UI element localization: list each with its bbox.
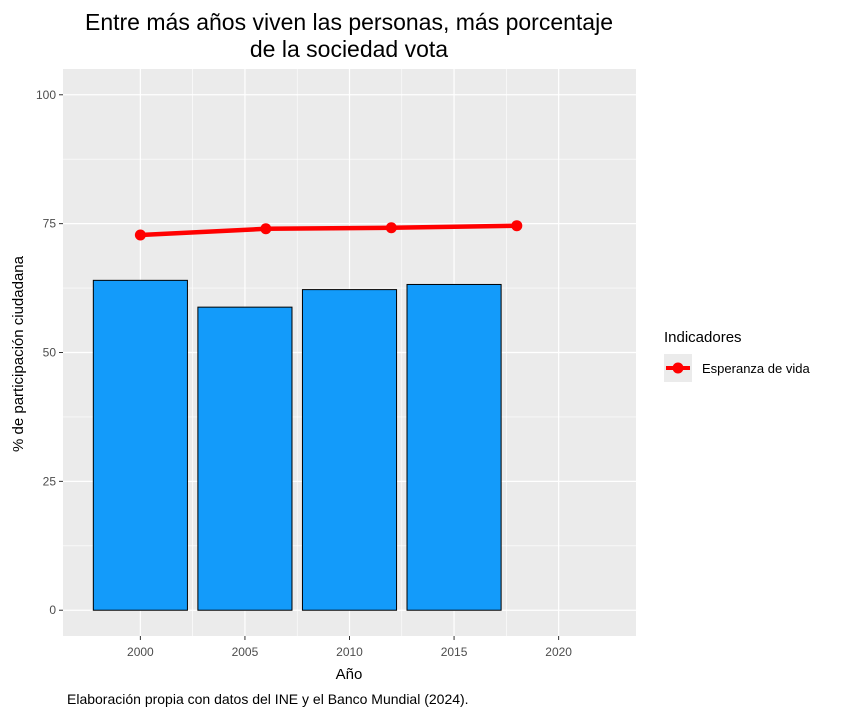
bar-2000	[92, 279, 188, 611]
y-axis-title: % de participación ciudadana	[10, 255, 27, 452]
y-tick-label: 0	[49, 603, 56, 617]
series-point-2006	[260, 223, 272, 235]
x-tick-label: 2010	[336, 645, 363, 659]
bar-2005	[197, 306, 293, 611]
series-point-2012	[385, 222, 397, 234]
series-line	[138, 223, 520, 238]
bar-2010	[301, 289, 398, 611]
y-tick-label: 25	[43, 474, 57, 488]
x-axis-title: Año	[336, 666, 363, 683]
legend: Indicadores Esperanza de vida	[664, 329, 810, 382]
chart-title-line-2: de la sociedad vota	[250, 36, 448, 62]
y-tick-label: 100	[36, 88, 56, 102]
x-tick-label: 2020	[545, 645, 572, 659]
x-tick-label: 2000	[127, 645, 154, 659]
bars	[92, 279, 502, 611]
legend-title: Indicadores	[664, 329, 742, 346]
legend-label-esperanza-de-vida: Esperanza de vida	[702, 361, 810, 376]
x-tick-label: 2015	[441, 645, 468, 659]
bar-2015	[406, 283, 502, 611]
legend-key-point	[672, 362, 684, 374]
line-series	[134, 220, 523, 241]
y-tick-label: 75	[43, 217, 57, 231]
y-axis-ticks: 0 25 50 75 100	[36, 88, 63, 617]
y-tick-label: 50	[43, 346, 57, 360]
chart-title-line-1: Entre más años viven las personas, más p…	[85, 9, 613, 35]
series-point-2000	[134, 229, 146, 241]
x-axis-ticks: 2000 2005 2010 2015 2020	[127, 636, 572, 659]
x-tick-label: 2005	[232, 645, 259, 659]
chart-caption: Elaboración propia con datos del INE y e…	[67, 691, 469, 707]
series-point-2018	[511, 220, 523, 232]
